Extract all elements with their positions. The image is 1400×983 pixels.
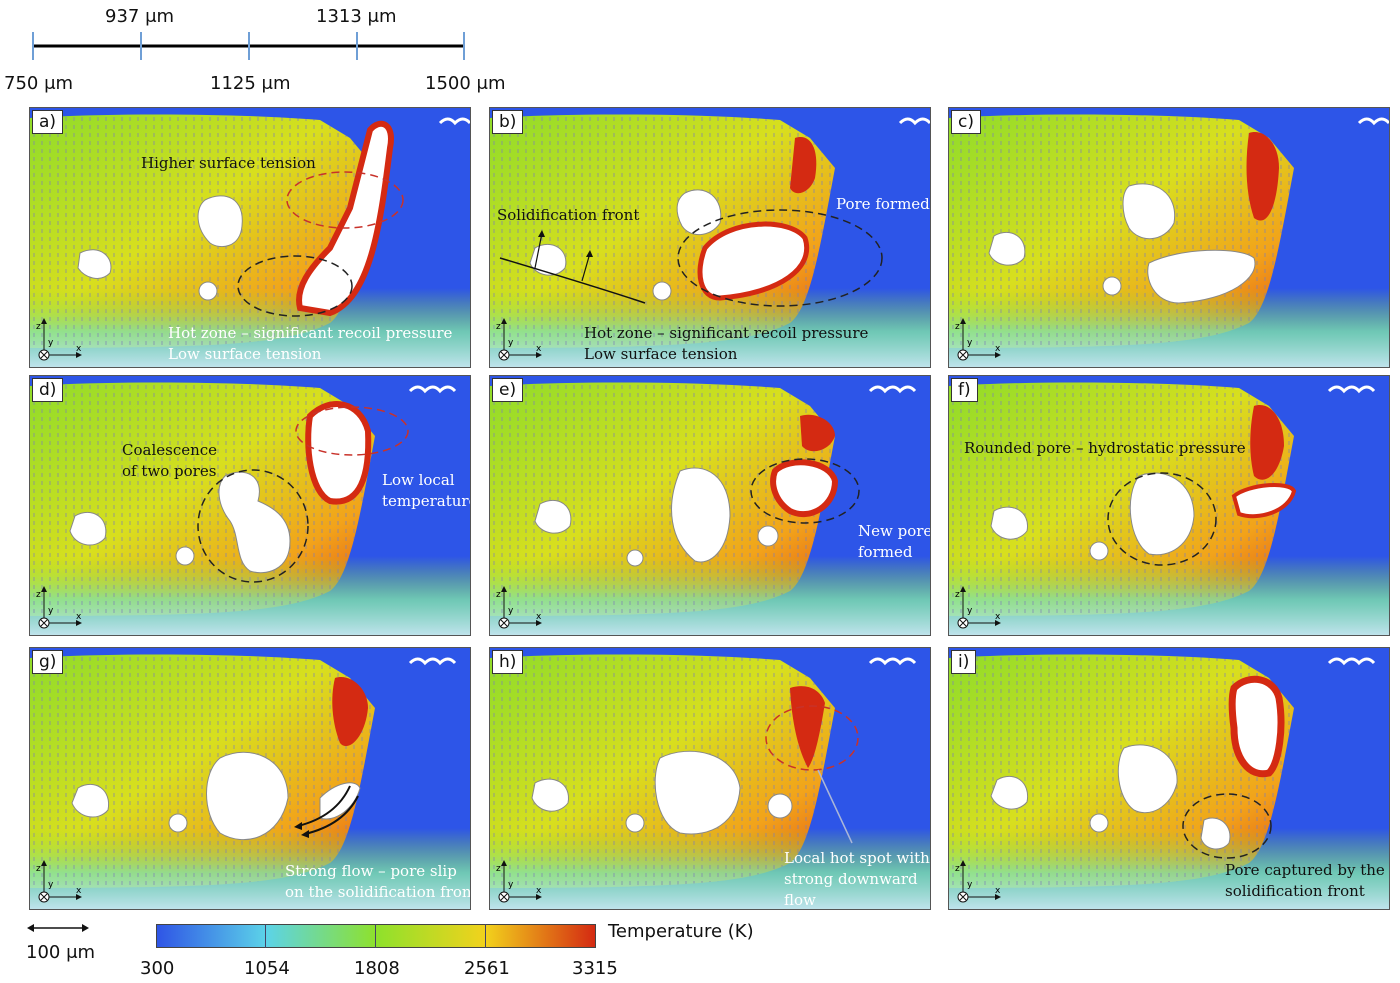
panel-label-g: g) [32, 650, 64, 674]
annotation-formed: formed [858, 543, 913, 561]
annotation-flow: flow [784, 891, 816, 909]
svg-text:x: x [995, 886, 1001, 896]
svg-text:x: x [536, 344, 542, 354]
svg-text:x: x [995, 612, 1001, 622]
svg-text:y: y [508, 606, 514, 616]
svg-text:y: y [508, 338, 514, 348]
svg-text:y: y [48, 880, 54, 890]
annotation-pore-formed: Pore formed [836, 195, 930, 213]
colorbar-tick-label: 3315 [572, 958, 618, 979]
svg-text:y: y [967, 880, 973, 890]
annotation-hot-zone: Hot zone – significant recoil pressure [584, 324, 869, 342]
colorbar-tick-mark [375, 924, 376, 948]
svg-text:y: y [48, 338, 54, 348]
svg-text:x: x [76, 886, 82, 896]
scale-label-1500: 1500 μm [425, 73, 506, 94]
annotation-on-solidification-front: on the solidification front [285, 883, 471, 901]
scale-label-937: 937 μm [105, 6, 175, 27]
colorbar-tick-mark [265, 924, 266, 948]
panel-i: i) Pore captured by the solidification f… [948, 647, 1390, 910]
colorbar-tick-label: 2561 [464, 958, 510, 979]
svg-text:z: z [496, 322, 501, 332]
svg-text:y: y [967, 338, 973, 348]
panel-label-e: e) [492, 378, 524, 402]
svg-text:z: z [496, 590, 501, 600]
annotation-solidification-front: solidification front [1225, 882, 1365, 900]
colorbar-tick-label: 1054 [244, 958, 290, 979]
panel-b: b) Solidification front Pore formed Hot … [489, 107, 931, 368]
svg-text:y: y [508, 880, 514, 890]
panel-label-f: f) [951, 378, 978, 402]
panel-label-h: h) [492, 650, 524, 674]
annotation-hot-zone: Hot zone – significant recoil pressure [168, 324, 453, 342]
annotation-of-two-pores: of two pores [122, 462, 217, 480]
svg-text:y: y [967, 606, 973, 616]
length-scale: 100 μm [26, 918, 106, 968]
colorbar: Temperature (K) 300 1054 1808 2561 3315 [140, 920, 796, 980]
svg-text:x: x [536, 886, 542, 896]
svg-text:z: z [36, 864, 41, 874]
colorbar-tick-label: 300 [140, 958, 175, 979]
annotation-pore-captured: Pore captured by the [1225, 861, 1385, 879]
annotation-local-hot-spot: Local hot spot with [784, 849, 930, 867]
svg-text:x: x [995, 344, 1001, 354]
position-scale-bar: 937 μm 1313 μm 750 μm 1125 μm 1500 μm [0, 0, 520, 100]
panel-label-c: c) [951, 110, 981, 134]
length-scale-label: 100 μm [26, 942, 96, 963]
svg-text:z: z [36, 590, 41, 600]
scale-label-750: 750 μm [4, 73, 74, 94]
panel-f: f) Rounded pore – hydrostatic pressure z… [948, 375, 1390, 636]
panel-label-i: i) [951, 650, 977, 674]
colorbar-tick-label: 1808 [354, 958, 400, 979]
annotation-low-surface-tension: Low surface tension [168, 345, 322, 363]
position-scale-line [32, 32, 465, 60]
svg-text:z: z [955, 590, 960, 600]
scale-label-1125: 1125 μm [210, 73, 291, 94]
colorbar-tick-mark [485, 924, 486, 948]
colorbar-gradient [156, 924, 596, 948]
annotation-coalescence: Coalescence [122, 441, 218, 459]
svg-text:z: z [955, 864, 960, 874]
svg-text:x: x [536, 612, 542, 622]
annotation-temperature: temperature [382, 492, 471, 510]
annotation-new-pore: New pore [858, 522, 931, 540]
scale-label-1313: 1313 μm [316, 6, 397, 27]
panel-label-b: b) [492, 110, 524, 134]
panel-h: h) Local hot spot with strong downward f… [489, 647, 931, 910]
panel-label-a: a) [32, 110, 64, 134]
svg-text:z: z [496, 864, 501, 874]
svg-text:z: z [955, 322, 960, 332]
annotation-low-local: Low local [382, 471, 455, 489]
annotation-rounded-pore: Rounded pore – hydrostatic pressure [964, 439, 1246, 457]
colorbar-title: Temperature (K) [608, 921, 754, 942]
panel-d: d) Coalescence of two pores Low local te… [29, 375, 471, 636]
length-scale-arrow [27, 924, 89, 932]
panel-label-d: d) [32, 378, 64, 402]
svg-text:x: x [76, 612, 82, 622]
svg-text:y: y [48, 606, 54, 616]
svg-text:x: x [76, 344, 82, 354]
svg-text:z: z [36, 322, 41, 332]
panel-g: g) Strong flow – pore slip on the solidi… [29, 647, 471, 910]
annotation-strong-flow: Strong flow – pore slip [285, 862, 457, 880]
panel-a: a) Higher surface tension Hot zone – sig… [29, 107, 471, 368]
annotation-strong-downward: strong downward [784, 870, 918, 888]
annotation-higher-surface-tension: Higher surface tension [141, 154, 316, 172]
annotation-solidification-front: Solidification front [497, 206, 640, 224]
annotation-low-surface-tension: Low surface tension [584, 345, 738, 363]
